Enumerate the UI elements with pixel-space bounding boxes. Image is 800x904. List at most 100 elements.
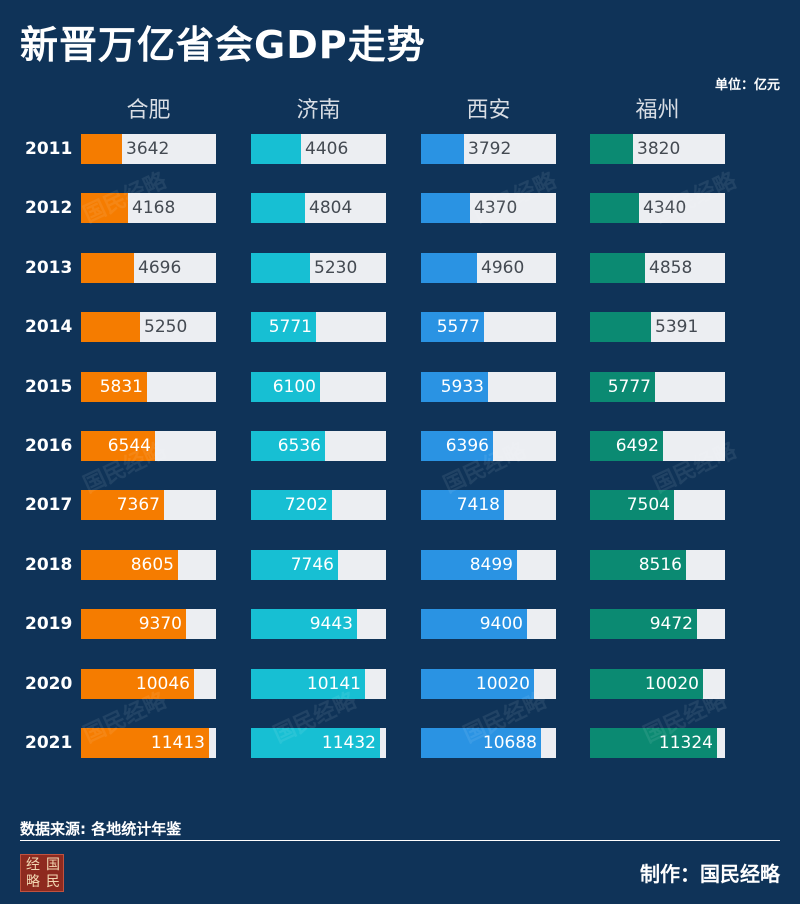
bar-track: 5933	[421, 372, 556, 402]
bar-track: 6492	[590, 431, 725, 461]
data-label: 3642	[126, 139, 170, 159]
data-label: 5250	[144, 317, 188, 337]
data-label: 11432	[321, 733, 376, 753]
bar	[421, 609, 527, 639]
bar-track: 7418	[421, 490, 556, 520]
city-header: 合肥	[126, 98, 171, 123]
bar	[421, 550, 517, 580]
bar-track: 8605	[81, 550, 216, 580]
year-label: 2018	[25, 555, 73, 575]
bar	[81, 490, 164, 520]
credit: 制作：国民经略	[640, 862, 780, 886]
bar	[81, 312, 140, 342]
data-label: 4858	[649, 258, 693, 278]
bar	[251, 669, 365, 699]
year-label: 2016	[25, 436, 73, 456]
bar-track: 10020	[421, 669, 556, 699]
bar-track: 7202	[251, 490, 386, 520]
bar	[251, 193, 305, 223]
logo-seal: 经 国 略 民	[20, 854, 64, 892]
bar-track: 8516	[590, 550, 725, 580]
data-label: 10046	[135, 674, 190, 694]
source-note: 数据来源: 各地统计年鉴	[20, 820, 182, 838]
data-label: 4370	[474, 198, 518, 218]
bar	[421, 728, 541, 758]
bar	[421, 193, 470, 223]
chart-title: 新晋万亿省会GDP走势	[20, 23, 426, 67]
data-label: 9472	[649, 614, 693, 634]
bar-track: 3792	[421, 134, 556, 164]
bar	[590, 550, 686, 580]
bar-track: 5831	[81, 372, 216, 402]
data-label: 4168	[132, 198, 176, 218]
data-label: 5230	[314, 258, 358, 278]
data-label: 4340	[643, 198, 687, 218]
bar	[590, 431, 663, 461]
bar-track: 5250	[81, 312, 216, 342]
bar	[81, 550, 178, 580]
data-label: 6100	[272, 377, 316, 397]
bar-track: 4804	[251, 193, 386, 223]
data-label: 8605	[130, 555, 174, 575]
data-label: 3820	[637, 139, 681, 159]
bar-track: 10688	[421, 728, 556, 758]
data-label: 5933	[440, 377, 484, 397]
bar-track: 6100	[251, 372, 386, 402]
bar	[81, 193, 128, 223]
bar	[81, 609, 186, 639]
bar-track: 10020	[590, 669, 725, 699]
bar-track: 11432	[251, 728, 386, 758]
bar	[421, 372, 488, 402]
bar	[81, 372, 147, 402]
bar-track: 5771	[251, 312, 386, 342]
data-label: 9370	[138, 614, 182, 634]
bar	[81, 728, 209, 758]
bar-track: 5577	[421, 312, 556, 342]
logo-char: 民	[46, 874, 60, 890]
bar	[251, 253, 310, 283]
bar	[590, 372, 655, 402]
data-label: 4960	[481, 258, 525, 278]
bar-track: 10141	[251, 669, 386, 699]
year-label: 2019	[25, 614, 73, 634]
data-label: 7504	[626, 495, 670, 515]
unit-label: 单位：亿元	[714, 78, 780, 93]
data-label: 10688	[482, 733, 537, 753]
bar-track: 3642	[81, 134, 216, 164]
bar-track: 4960	[421, 253, 556, 283]
bar-track: 9443	[251, 609, 386, 639]
bar	[81, 134, 122, 164]
bar	[251, 312, 316, 342]
data-label: 6536	[277, 436, 321, 456]
data-label: 8516	[638, 555, 682, 575]
data-label: 5771	[268, 317, 312, 337]
bar-track: 5391	[590, 312, 725, 342]
data-label: 10020	[644, 674, 699, 694]
bar-track: 5777	[590, 372, 725, 402]
data-label: 6492	[615, 436, 659, 456]
bar-track: 10046	[81, 669, 216, 699]
bar	[421, 669, 534, 699]
bar-track: 4858	[590, 253, 725, 283]
year-label: 2011	[25, 139, 73, 159]
data-label: 4406	[305, 139, 349, 159]
bar	[421, 490, 504, 520]
data-label: 7418	[456, 495, 500, 515]
data-label: 6544	[107, 436, 151, 456]
bar-track: 7504	[590, 490, 725, 520]
bar	[421, 253, 477, 283]
bar	[251, 431, 325, 461]
bar	[251, 728, 380, 758]
bar	[590, 728, 717, 758]
data-label: 4804	[309, 198, 353, 218]
data-label: 5777	[607, 377, 651, 397]
bar-track: 6544	[81, 431, 216, 461]
data-label: 11324	[658, 733, 713, 753]
bar-track: 7746	[251, 550, 386, 580]
logo-char: 国	[46, 857, 60, 873]
bar	[590, 490, 674, 520]
data-label: 3792	[468, 139, 512, 159]
bar-track: 7367	[81, 490, 216, 520]
bar-track: 9400	[421, 609, 556, 639]
data-label: 9443	[309, 614, 353, 634]
